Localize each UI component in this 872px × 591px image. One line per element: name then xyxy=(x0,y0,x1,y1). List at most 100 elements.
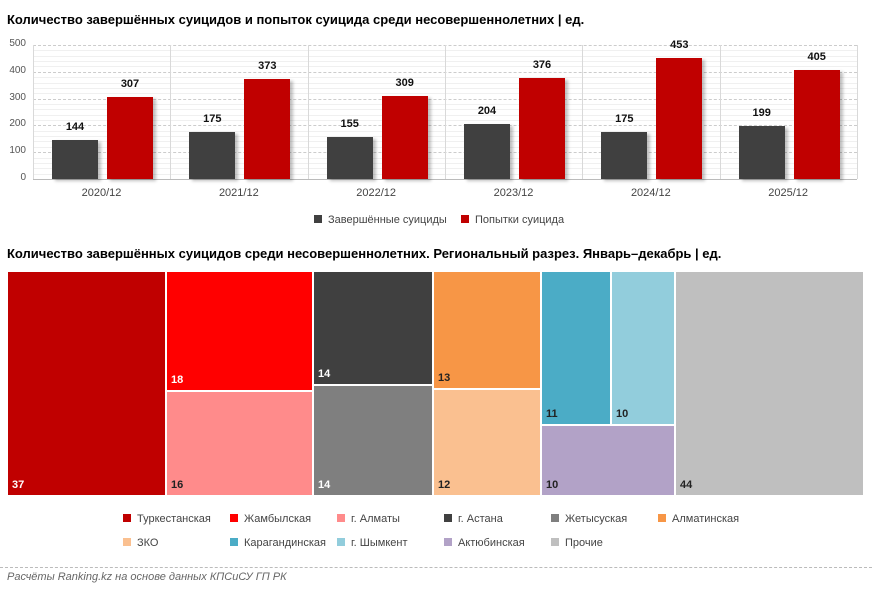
legend-swatch xyxy=(123,538,131,546)
legend-item: Жамбылская xyxy=(230,513,311,525)
legend-swatch xyxy=(314,215,322,223)
category-divider xyxy=(582,45,584,179)
legend-item: Туркестанская xyxy=(123,513,211,525)
legend-item: Попытки суицида xyxy=(461,214,564,226)
data-label: 155 xyxy=(340,118,359,131)
treemap-cell: 10 xyxy=(611,271,675,425)
data-label: 175 xyxy=(203,113,222,126)
data-label: 373 xyxy=(258,60,277,73)
category-divider xyxy=(719,45,721,179)
legend-swatch xyxy=(551,538,559,546)
legend-label: г. Шымкент xyxy=(351,537,408,549)
legend-swatch xyxy=(337,538,345,546)
bar-completed xyxy=(464,124,510,179)
category-divider xyxy=(33,45,34,179)
data-label: 307 xyxy=(120,77,140,90)
legend-item: Актюбинская xyxy=(444,537,525,549)
treemap-cell: 14 xyxy=(313,271,433,385)
y-tick-label: 200 xyxy=(9,118,26,130)
data-label: 199 xyxy=(752,106,771,119)
category-divider xyxy=(445,45,446,179)
bar-attempts xyxy=(793,70,840,179)
legend-swatch xyxy=(444,514,452,522)
x-tick-label: 2020/12 xyxy=(81,187,122,199)
data-label: 204 xyxy=(477,105,497,118)
data-label: 405 xyxy=(807,51,826,64)
treemap-value-label: 11 xyxy=(546,408,558,420)
legend-swatch xyxy=(230,514,238,522)
y-tick-label: 400 xyxy=(9,64,26,76)
treemap-cell: 12 xyxy=(433,389,541,496)
x-axis xyxy=(33,179,857,180)
legend-swatch xyxy=(230,538,238,546)
legend-item: Карагандинская xyxy=(230,537,326,549)
legend-label: Попытки суицида xyxy=(475,214,565,226)
legend-label: Карагандинская xyxy=(244,537,326,549)
legend-label: Прочие xyxy=(565,537,603,549)
legend-item: г. Шымкент xyxy=(337,537,408,549)
legend-label: Алматинская xyxy=(672,513,740,525)
footer-source: Расчёты Ranking.kz на основе данных КПСи… xyxy=(7,571,287,583)
bar-completed xyxy=(738,125,785,179)
y-tick-label: 300 xyxy=(9,91,26,103)
treemap-title: Количество завершённых суицидов среди не… xyxy=(7,246,722,261)
treemap-cell: 14 xyxy=(313,385,433,496)
x-tick-label: 2024/12 xyxy=(630,187,671,199)
x-tick-label: 2021/12 xyxy=(218,187,259,199)
category-divider xyxy=(857,45,858,179)
x-tick-label: 2025/12 xyxy=(768,187,809,199)
treemap-cell: 44 xyxy=(675,271,864,496)
category-divider xyxy=(170,45,172,179)
legend-label: Туркестанская xyxy=(137,513,211,525)
treemap-value-label: 16 xyxy=(171,479,184,491)
data-label: 453 xyxy=(670,38,689,51)
legend-swatch xyxy=(461,215,469,223)
treemap-cell: 13 xyxy=(433,271,541,389)
data-label: 175 xyxy=(615,113,634,126)
bar-attempts xyxy=(107,96,153,179)
legend-label: г. Астана xyxy=(458,513,503,525)
bar-chart-title: Количество завершённых суицидов и попыто… xyxy=(7,12,585,27)
bar-completed xyxy=(601,132,648,179)
treemap-value-label: 14 xyxy=(318,479,331,491)
bar-completed xyxy=(189,132,236,179)
treemap-value-label: 13 xyxy=(438,372,451,384)
treemap-value-label: 12 xyxy=(438,479,451,491)
treemap-value-label: 10 xyxy=(546,479,559,491)
legend-label: ЗКО xyxy=(137,537,159,549)
data-label: 309 xyxy=(395,77,414,90)
bar-attempts xyxy=(244,79,291,179)
treemap-value-label: 18 xyxy=(171,374,184,386)
legend-label: г. Алматы xyxy=(351,513,400,525)
bar-attempts xyxy=(519,78,565,179)
treemap-cell: 10 xyxy=(541,425,675,496)
treemap-cell: 37 xyxy=(7,271,166,496)
data-label: 376 xyxy=(532,59,552,72)
x-tick-label: 2022/12 xyxy=(356,187,397,199)
treemap-value-label: 14 xyxy=(318,368,331,380)
legend-item: Прочие xyxy=(551,537,603,549)
treemap-cell: 18 xyxy=(166,271,313,391)
legend-label: Жамбылская xyxy=(244,513,312,525)
legend-label: Завершённые суициды xyxy=(328,214,447,226)
bar-completed xyxy=(52,140,98,179)
legend-swatch xyxy=(551,514,559,522)
footer-divider xyxy=(0,567,872,568)
data-label: 144 xyxy=(65,121,85,134)
y-tick-label: 500 xyxy=(9,38,26,49)
legend-swatch xyxy=(658,514,666,522)
legend-item: Алматинская xyxy=(658,513,739,525)
treemap-cell: 11 xyxy=(541,271,611,425)
legend-item: ЗКО xyxy=(123,537,158,549)
legend-label: Актюбинская xyxy=(458,537,525,549)
category-divider xyxy=(307,45,309,179)
x-tick-label: 2023/12 xyxy=(493,187,534,199)
legend-item: г. Астана xyxy=(444,513,503,525)
treemap-cell: 16 xyxy=(166,391,313,496)
legend-item: г. Алматы xyxy=(337,513,400,525)
legend-swatch xyxy=(123,514,131,522)
y-tick-label: 100 xyxy=(9,145,26,157)
bar-attempts xyxy=(381,96,428,179)
legend-item: Жетысуская xyxy=(551,513,627,525)
bar-completed xyxy=(326,137,373,179)
